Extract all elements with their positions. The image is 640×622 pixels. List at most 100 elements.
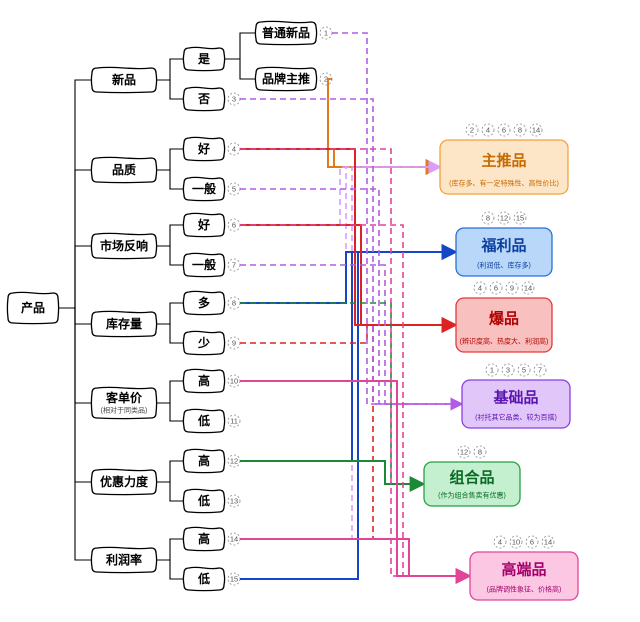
tree-edge <box>156 560 184 579</box>
level1-node-4-sublabel: (相对于同类品) <box>101 406 148 415</box>
category-badge-label: 4 <box>486 126 490 135</box>
tree-edge <box>156 59 184 80</box>
leaf-index-label: 13 <box>230 497 238 506</box>
flow-edge <box>240 252 456 461</box>
category-title-0: 主推品 <box>481 152 526 170</box>
category-title-2: 爆品 <box>489 311 519 328</box>
category-subtitle-5: (品牌调性象征、价格高) <box>487 585 562 594</box>
leaf-index-label: 5 <box>232 185 236 194</box>
category-badge-label: 4 <box>478 284 482 293</box>
category-badge-label: 8 <box>486 214 490 223</box>
leaf-node-4-label: 好 <box>197 217 210 232</box>
leaf-node-3-label: 一般 <box>192 181 216 196</box>
category-badge-label: 2 <box>470 126 474 135</box>
category-badge-label: 8 <box>518 126 522 135</box>
tree-edge <box>156 80 184 99</box>
leaf-index-label: 14 <box>230 535 238 544</box>
category-subtitle-3: (衬托其它品类、较为百搭) <box>475 413 557 422</box>
leaf-index-label: 4 <box>232 145 236 154</box>
leaf-index-label: 7 <box>232 261 236 270</box>
tree-edge <box>156 149 184 170</box>
leaf-index-label: 3 <box>232 95 236 104</box>
tree-edge <box>224 33 256 59</box>
leaf-node-0-label: 普通新品 <box>262 25 310 40</box>
category-badge-label: 5 <box>522 366 526 375</box>
category-badge-label: 9 <box>510 284 514 293</box>
tree-edge <box>156 539 184 560</box>
category-badge-label: 10 <box>512 538 520 547</box>
flow-edge <box>328 79 440 167</box>
category-badge-label: 6 <box>502 126 506 135</box>
tree-edge <box>156 246 184 265</box>
tree-edge <box>58 308 92 560</box>
level1-node-6-label: 利润率 <box>106 552 142 567</box>
diagram-canvas: 产品 新品品质市场反响库存量客单价(相对于同类品) 优惠力度利润率 是否 3 普通新品 1 品… <box>0 0 640 622</box>
category-subtitle-2: (辨识度高、热度大、利润高) <box>460 337 549 346</box>
level2-node-1-label: 否 <box>197 92 210 106</box>
category-badge-label: 7 <box>538 366 542 375</box>
category-badge-label: 6 <box>494 284 498 293</box>
flow-edge <box>240 149 456 325</box>
level1-node-5-label: 优惠力度 <box>100 474 149 489</box>
level2-node-0-label: 是 <box>197 52 211 66</box>
flow-edge <box>240 325 456 343</box>
category-badge-label: 12 <box>500 214 508 223</box>
tree-edge <box>224 59 256 79</box>
level1-node-1-label: 品质 <box>112 162 136 177</box>
leaf-node-12-label: 高 <box>198 531 210 546</box>
leaf-node-10-label: 高 <box>198 453 210 468</box>
tree-edges <box>58 33 256 579</box>
leaf-node-13-label: 低 <box>197 571 210 586</box>
tree-edge <box>156 170 184 189</box>
leaf-index-label: 9 <box>232 339 236 348</box>
category-badge-label: 6 <box>530 538 534 547</box>
leaf-index-label: 11 <box>230 417 238 426</box>
leaf-index-label: 12 <box>230 457 238 466</box>
leaf-node-7-label: 少 <box>197 335 210 350</box>
flow-edge <box>240 252 456 303</box>
leaf-index-label: 6 <box>232 221 236 230</box>
flow-edge <box>240 325 456 539</box>
tree-edge <box>156 303 184 324</box>
flow-edge <box>240 167 440 225</box>
category-badge-label: 12 <box>460 448 468 457</box>
flow-edge <box>240 149 440 167</box>
flow-edge <box>240 225 456 325</box>
level1-node-2-label: 市场反响 <box>100 238 148 253</box>
leaf-node-8-label: 高 <box>198 373 210 388</box>
leaf-node-5-label: 一般 <box>192 257 216 272</box>
flow-edge <box>240 252 456 579</box>
flow-edge <box>240 539 470 576</box>
category-title-3: 基础品 <box>492 389 538 407</box>
tree-edge <box>156 461 184 482</box>
tree-edge <box>156 324 184 343</box>
flow-edge <box>240 167 440 303</box>
root-node-label: 产品 <box>21 300 45 315</box>
category-subtitle-4: (作为组合售卖有优惠) <box>438 491 506 500</box>
tree-edge <box>156 403 184 421</box>
level1-node-3-label: 库存量 <box>106 316 142 331</box>
category-badge-label: 14 <box>544 538 552 547</box>
category-badge-label: 4 <box>498 538 502 547</box>
tree-edge <box>156 482 184 501</box>
category-badge-label: 15 <box>516 214 524 223</box>
category-subtitle-0: (库存多、有一定特殊性、高性价比) <box>449 179 559 188</box>
category-badge-label: 14 <box>532 126 540 135</box>
tree-edge <box>58 246 92 308</box>
level1-node-0-label: 新品 <box>112 72 136 87</box>
category-badge-label: 14 <box>524 284 532 293</box>
level1-node-4-label: 客单价 <box>105 390 143 405</box>
category-badge-label: 1 <box>490 366 494 375</box>
category-badge-label: 8 <box>478 448 482 457</box>
leaf-index-label: 15 <box>230 575 238 584</box>
tree-edge <box>156 381 184 403</box>
category-title-4: 组合品 <box>449 469 494 487</box>
category-boxes: 主推品(库存多、有一定特殊性、高性价比)246814福利品(利润低、库存多)81… <box>424 124 578 600</box>
leaf-index-label: 10 <box>230 377 238 386</box>
leaf-node-2-label: 好 <box>197 141 210 156</box>
leaf-node-6-label: 多 <box>198 295 210 310</box>
category-subtitle-1: (利润低、库存多) <box>477 261 531 270</box>
leaf-node-11-label: 低 <box>197 493 210 508</box>
leaf-node-1-label: 品牌主推 <box>262 71 310 86</box>
category-badge-label: 3 <box>506 366 510 375</box>
